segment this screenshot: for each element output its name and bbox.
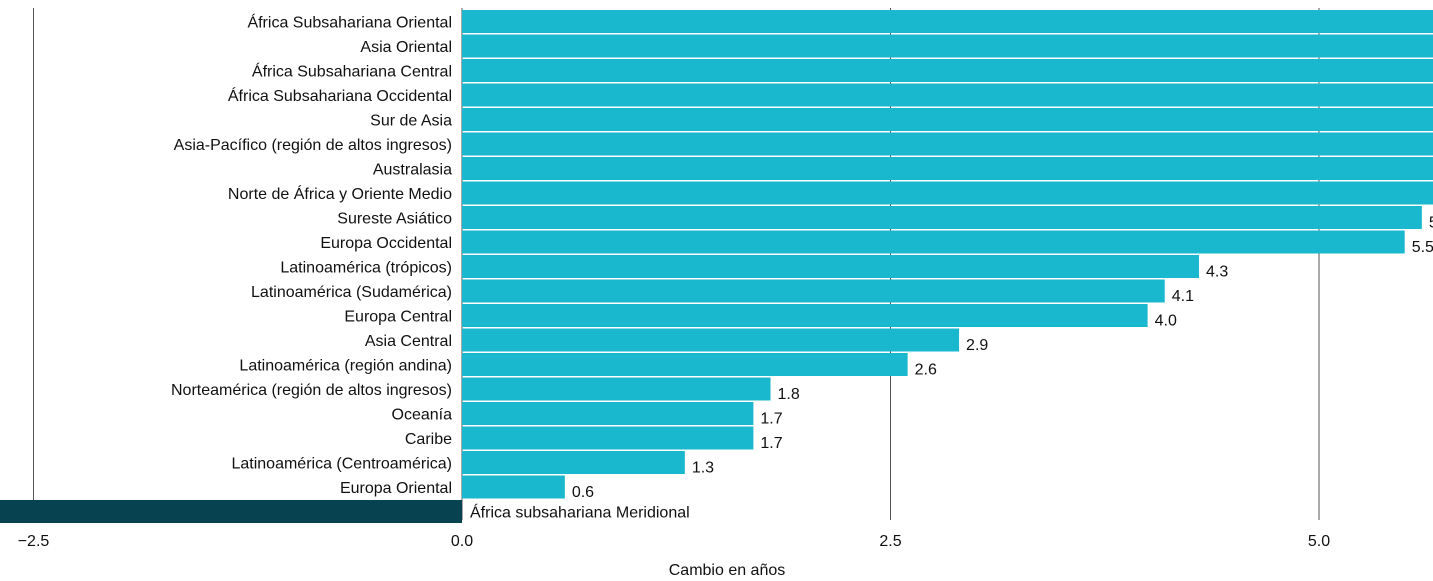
category-label: África Subsahariana Occidental (228, 86, 452, 105)
category-label: Latinoamérica (Sudamérica) (251, 284, 452, 301)
category-label: Oceanía (392, 407, 453, 424)
x-tick-label: 2.5 (879, 533, 901, 550)
value-label: 1.7 (760, 435, 782, 452)
x-tick-label: −2.5 (18, 533, 50, 550)
bar (462, 10, 1433, 33)
category-label: Asia Oriental (360, 39, 452, 56)
category-label: Sureste Asiático (337, 211, 452, 228)
bar (462, 157, 1433, 180)
bar (462, 108, 1433, 131)
category-label: Europa Occidental (320, 235, 452, 252)
bar (462, 230, 1405, 254)
value-label: 4.0 (1155, 313, 1177, 330)
category-label: Sur de Asia (370, 113, 452, 130)
bar (462, 255, 1200, 278)
bar (462, 34, 1433, 58)
value-label: 4.3 (1206, 264, 1228, 281)
category-label: África Subsahariana Oriental (247, 13, 452, 32)
category-label: Asia-Pacífico (región de altos ingresos) (174, 137, 452, 154)
value-label: 5.6 (1429, 215, 1433, 232)
bar (462, 328, 960, 352)
labels: África Subsahariana Oriental10.7Asia Ori… (171, 13, 1433, 522)
bar (462, 132, 1433, 156)
bars (0, 10, 1433, 523)
bar (462, 181, 1433, 205)
category-label: Latinoamérica (Centroamérica) (231, 456, 452, 473)
category-label: Europa Central (344, 309, 452, 326)
x-tick-label: 0.0 (451, 533, 473, 550)
bar (462, 279, 1165, 303)
category-label: Latinoamérica (región andina) (239, 358, 452, 375)
value-label: 2.9 (966, 337, 988, 354)
category-label: África Subsahariana Central (252, 62, 452, 81)
x-axis-title: Cambio en años (669, 562, 786, 579)
value-label: 1.8 (778, 386, 800, 403)
bar (462, 402, 754, 425)
category-label: Asia Central (365, 333, 452, 350)
category-label: Latinoamérica (trópicos) (280, 260, 452, 277)
category-label: África subsahariana Meridional (470, 503, 690, 522)
category-label: Europa Oriental (340, 480, 452, 497)
bar (462, 83, 1433, 107)
x-axis-ticks: −5.0−2.50.02.55.07.510.0 (18, 533, 1331, 550)
value-label: 2.6 (915, 362, 937, 379)
value-label: 1.3 (692, 460, 714, 477)
bar (462, 304, 1148, 327)
category-label: Norteamérica (región de altos ingresos) (171, 382, 452, 399)
value-label: 0.6 (572, 484, 594, 501)
value-label: 4.1 (1172, 288, 1194, 305)
bar (462, 426, 754, 450)
category-label: Caribe (405, 431, 452, 448)
x-tick-label: 5.0 (1308, 533, 1330, 550)
category-label: Norte de África y Oriente Medio (228, 184, 452, 203)
bar (462, 475, 565, 499)
bar (462, 353, 908, 376)
bar (0, 500, 463, 523)
category-label: Australasia (373, 162, 452, 179)
bar (462, 59, 1433, 82)
bar (462, 377, 771, 401)
value-label: 5.5 (1412, 239, 1433, 256)
value-label: 1.7 (760, 411, 782, 428)
bar (462, 451, 685, 474)
bar (462, 206, 1422, 229)
